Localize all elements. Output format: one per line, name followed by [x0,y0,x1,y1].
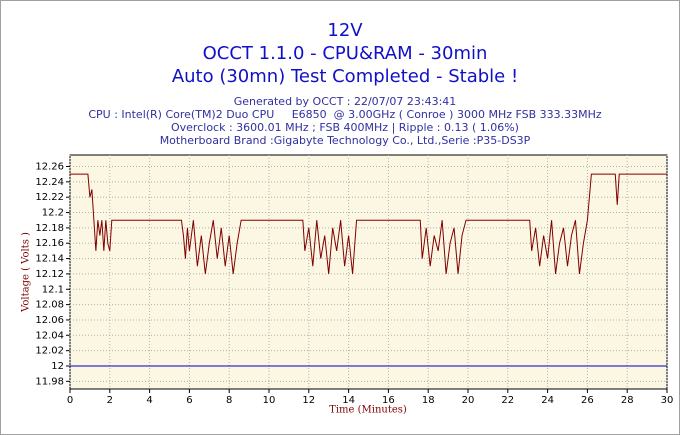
x-tick-label: 10 [263,395,276,406]
y-tick-label: 12.22 [35,192,64,203]
y-tick-label: 11.98 [35,376,64,387]
info: CPU : Intel(R) Core(TM)2 Duo CPU E6850 @… [88,108,602,121]
y-tick-label: 12.06 [35,315,64,326]
x-tick-label: 28 [621,395,634,406]
title: OCCT 1.1.0 - CPU&RAM - 30min [203,43,488,64]
y-tick-label: 12.1 [42,284,64,295]
y-tick-label: 12.2 [42,208,64,219]
y-tick-label: 12.24 [35,177,64,188]
title: Auto (30mn) Test Completed - Stable ! [172,66,518,87]
x-tick-label: 20 [462,395,475,406]
info: Motherboard Brand :Gigabyte Technology C… [160,134,531,147]
y-tick-label: 12.12 [35,269,64,280]
x-tick-label: 18 [422,395,435,406]
series-line [70,173,667,274]
y-tick-label: 12.16 [35,238,64,249]
x-tick-label: 2 [107,395,113,406]
x-tick-label: 16 [382,395,395,406]
y-tick-label: 12.18 [35,223,64,234]
x-tick-label: 4 [146,395,152,406]
x-axis-label: Time (Minutes) [329,405,407,416]
y-tick-label: 12.04 [35,330,64,341]
x-tick-label: 26 [581,395,594,406]
y-tick-label: 12.08 [35,300,64,311]
y-axis-label: Voltage ( Volts ) [21,232,32,313]
x-tick-label: 22 [501,395,514,406]
x-tick-label: 6 [186,395,192,406]
x-tick-label: 14 [342,395,355,406]
y-tick-label: 12.02 [35,346,64,357]
y-tick-label: 12.26 [35,162,64,173]
y-tick-label: 12 [51,361,64,372]
info: Generated by OCCT : 22/07/07 23:43:41 [234,95,457,108]
plot-area [69,154,668,390]
x-tick-label: 8 [226,395,232,406]
y-tick-label: 12.14 [35,254,64,265]
x-tick-label: 24 [541,395,554,406]
x-tick-label: 30 [661,395,674,406]
title: 12V [327,20,363,41]
info: Overclock : 3600.01 MHz ; FSB 400MHz | R… [171,121,519,134]
x-tick-label: 12 [302,395,315,406]
x-tick-label: 0 [67,395,73,406]
